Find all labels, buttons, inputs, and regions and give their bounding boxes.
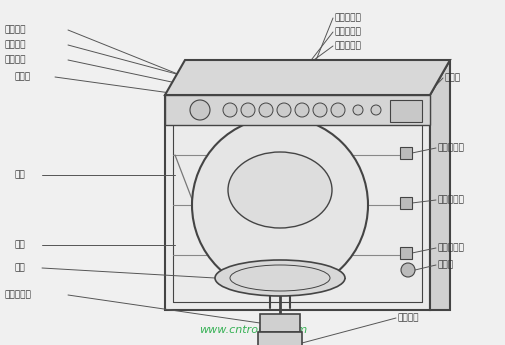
Ellipse shape [215,260,344,296]
Text: 外桶: 外桶 [15,240,26,249]
Ellipse shape [228,152,331,228]
Text: 低水位開關: 低水位開關 [437,244,464,253]
Text: 顯示器: 顯示器 [444,73,460,82]
Text: 電磁離合器: 電磁離合器 [5,290,32,299]
Circle shape [370,105,380,115]
Text: 高水位按鈕: 高水位按鈕 [334,13,361,22]
Polygon shape [399,197,411,209]
Polygon shape [165,60,449,95]
Polygon shape [258,332,301,345]
Text: 內桶: 內桶 [15,170,26,179]
Text: 排水口: 排水口 [437,260,453,269]
Text: 排水按鈕: 排水按鈕 [5,40,26,49]
Circle shape [276,103,290,117]
Polygon shape [389,100,421,122]
Circle shape [189,100,210,120]
Text: 進水口: 進水口 [15,72,31,81]
Circle shape [313,103,326,117]
Text: 中水位開關: 中水位開關 [437,196,464,205]
Circle shape [330,103,344,117]
Circle shape [400,263,414,277]
Polygon shape [399,147,411,159]
Text: 低水位按鈕: 低水位按鈕 [334,41,361,50]
Polygon shape [429,60,449,310]
Text: 停止按鈕: 停止按鈕 [5,26,26,34]
Text: 中水位按鈕: 中水位按鈕 [334,28,361,37]
Ellipse shape [191,117,367,293]
Polygon shape [399,247,411,259]
Text: 洗滌電機: 洗滌電機 [397,314,419,323]
Text: 撥盤: 撥盤 [15,264,26,273]
Polygon shape [165,95,429,125]
Circle shape [259,103,273,117]
Circle shape [352,105,362,115]
Text: 啟動按鈕: 啟動按鈕 [5,56,26,65]
Text: 高水位開關: 高水位開關 [437,144,464,152]
Circle shape [240,103,255,117]
Circle shape [294,103,309,117]
Circle shape [223,103,236,117]
Polygon shape [260,314,299,332]
Text: www.cntronics.com: www.cntronics.com [198,325,307,335]
Polygon shape [165,95,429,310]
